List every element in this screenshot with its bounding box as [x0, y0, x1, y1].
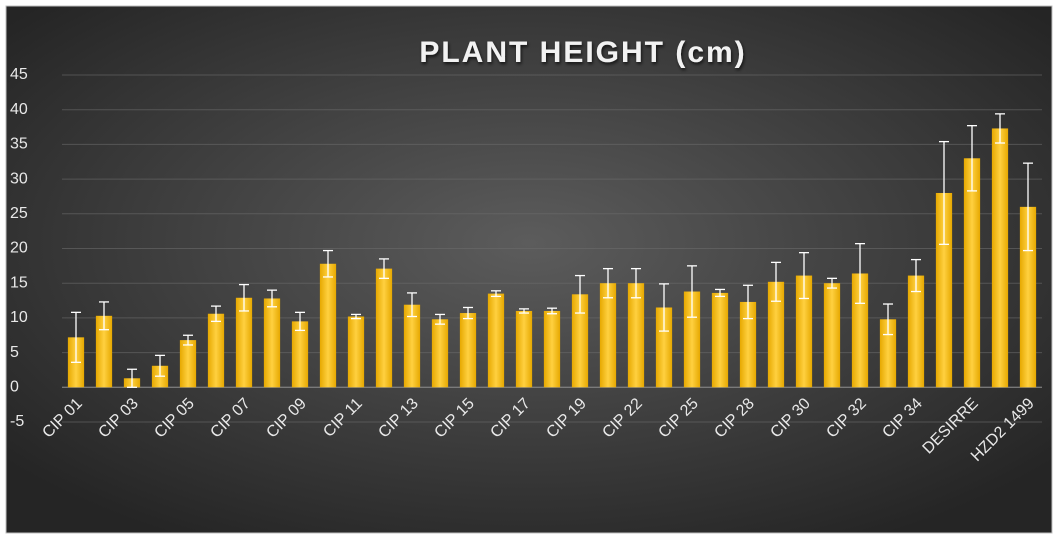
y-tick-label: 15: [10, 274, 28, 291]
bar: [179, 340, 197, 388]
bar: [823, 283, 841, 388]
chart-title: PLANT HEIGHT (cm): [419, 36, 746, 69]
bar: [207, 313, 225, 388]
bar: [879, 319, 897, 388]
bar: [907, 275, 925, 388]
bar: [403, 304, 421, 388]
bar: [431, 319, 449, 388]
bar: [347, 316, 365, 388]
bar: [515, 310, 533, 388]
bar: [291, 321, 309, 388]
bar: [375, 268, 393, 388]
bar: [935, 192, 953, 388]
bar: [95, 315, 113, 388]
y-tick-label: 20: [10, 240, 28, 257]
y-tick-label: 25: [10, 205, 28, 222]
chart-background: [5, 5, 1053, 534]
bar: [795, 275, 813, 388]
bar: [319, 263, 337, 388]
bar: [487, 293, 505, 388]
bar: [767, 281, 785, 388]
bar: [711, 292, 729, 388]
bar: [655, 307, 673, 388]
y-tick-label: 30: [10, 170, 28, 187]
bar: [235, 297, 253, 388]
bar: [263, 298, 281, 388]
y-tick-label: 40: [10, 101, 28, 118]
bar: [599, 283, 617, 388]
bar: [991, 128, 1009, 388]
y-tick-label: 45: [10, 66, 28, 83]
bar: [543, 310, 561, 388]
bar: [683, 291, 701, 388]
y-tick-label: -5: [10, 413, 24, 430]
bar: [739, 301, 757, 388]
y-tick-label: 0: [10, 379, 19, 396]
y-tick-label: 5: [10, 344, 19, 361]
bar: [1019, 206, 1037, 388]
bar: [627, 283, 645, 388]
y-tick-label: 10: [10, 309, 28, 326]
bar: [851, 273, 869, 388]
bar: [459, 313, 477, 388]
bar: [571, 294, 589, 388]
bar: [963, 158, 981, 388]
y-tick-label: 35: [10, 136, 28, 153]
